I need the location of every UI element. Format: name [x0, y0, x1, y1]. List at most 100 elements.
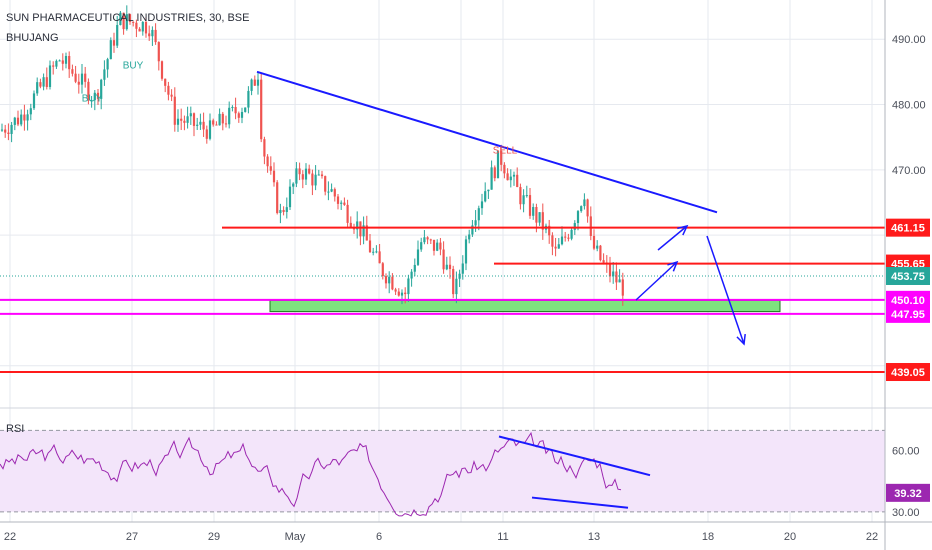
candle-body [228, 107, 231, 125]
rsi-trendline-lower [531, 496, 629, 509]
candle-body [516, 174, 519, 188]
candle-body [362, 225, 365, 237]
candle-body [477, 208, 480, 221]
time-tick: May [285, 531, 306, 543]
candle-body [10, 124, 13, 134]
candle-body [68, 55, 71, 70]
candle-body [132, 21, 135, 23]
candle-body [186, 116, 189, 123]
rsi-trendline-upper [498, 435, 651, 477]
candle-body [180, 118, 183, 121]
candle-body [618, 279, 621, 283]
candle-body [218, 113, 221, 126]
candle-body [410, 271, 413, 279]
candle-body [586, 199, 589, 217]
candle-body [596, 245, 599, 249]
candle-body [304, 168, 308, 180]
candle-body [567, 237, 570, 239]
candle-body [109, 40, 112, 60]
price-label-box [886, 266, 930, 285]
candle-body [36, 82, 39, 94]
candle-body [404, 292, 407, 295]
candle-body [349, 222, 352, 227]
candle-body [52, 65, 55, 67]
candle-body [234, 107, 237, 114]
candle-body [196, 124, 199, 126]
price-label-box [886, 218, 930, 237]
candle-body [464, 239, 468, 264]
candle-body [90, 100, 93, 102]
candle-body [484, 191, 487, 202]
candle-body [141, 21, 144, 32]
candle-body [436, 242, 439, 251]
candle-body [548, 225, 551, 236]
candle-body [125, 14, 128, 30]
arrow-up-2-head [677, 224, 689, 236]
candle-body [173, 96, 176, 125]
candle-body [135, 22, 138, 29]
candle-body [29, 108, 32, 115]
price-label-box [886, 304, 930, 323]
candle-body [122, 12, 125, 30]
candle-body [356, 221, 359, 230]
candle-body [144, 21, 148, 34]
candle-body [199, 121, 202, 125]
candle-body [503, 164, 506, 174]
candle-body [308, 168, 311, 174]
candle-body [176, 118, 180, 125]
candle-body [381, 263, 384, 277]
rsi-tick: 30.00 [892, 507, 920, 519]
price-tick: 470.00 [892, 165, 926, 177]
price-label: 453.75 [891, 271, 925, 283]
candle-body [324, 176, 327, 192]
candle-body [560, 236, 564, 245]
candle-body [317, 174, 320, 176]
candle-body [208, 120, 212, 139]
candle-body [359, 221, 362, 237]
candle-body [599, 245, 602, 261]
candle-body [493, 167, 496, 179]
rsi-value: 39.32 [894, 488, 922, 500]
candle-body [202, 121, 205, 130]
candle-body [260, 79, 263, 140]
candle-body [167, 85, 170, 95]
candle-body [557, 244, 560, 249]
candle-body [64, 55, 68, 64]
candle-body [525, 195, 528, 197]
candle-body [330, 189, 333, 192]
chart-title: SUN PHARMACEUTICAL INDUSTRIES, 30, BSE [6, 12, 249, 24]
candle-body [391, 276, 394, 290]
grid [0, 0, 932, 522]
time-tick: 11 [497, 531, 508, 543]
arrow-up-1-head [667, 260, 679, 272]
price-label: 447.95 [891, 309, 925, 321]
candle-body [80, 73, 84, 85]
candle-body [576, 211, 580, 224]
candle-body [71, 69, 74, 74]
candle-body [532, 207, 535, 216]
candle-body [116, 25, 119, 46]
candle-body [87, 81, 90, 101]
candle-body [160, 61, 164, 79]
demand-zone [269, 299, 781, 313]
candle-body [276, 182, 279, 214]
candle-body [512, 174, 516, 177]
price-label-box [886, 363, 930, 382]
candle-body [301, 174, 304, 180]
price-label: 450.10 [891, 295, 925, 307]
time-tick: 27 [126, 531, 138, 543]
candle-body [48, 65, 52, 87]
candle-body [13, 117, 16, 125]
candle-body [589, 216, 592, 236]
candle-body [224, 123, 228, 125]
price-labels: 461.15455.65453.75450.10447.95439.0539.3… [886, 218, 930, 502]
candle-body [528, 195, 532, 216]
candle-body [45, 77, 48, 87]
candle-body [26, 114, 29, 121]
candle-body [58, 60, 61, 62]
candle-body [602, 260, 605, 263]
candle-body [183, 120, 186, 123]
candle-body [231, 107, 234, 109]
